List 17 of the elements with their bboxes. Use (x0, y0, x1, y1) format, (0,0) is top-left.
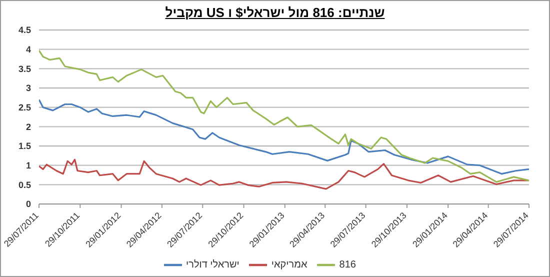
y-tick-label: 1 (26, 160, 31, 171)
y-tick-label: 3 (26, 83, 31, 94)
y-tick-label: 3.5 (18, 64, 31, 74)
y-tick-label: 2 (26, 122, 31, 132)
legend-label: אמריקאי (271, 260, 308, 271)
chart-title: שנתיים: 816 מול ישראלי$ ו US מקביל (164, 4, 386, 22)
legend-label: ישראלי דולרי (186, 260, 240, 271)
y-tick-label: 4 (26, 44, 31, 55)
y-tick-label: 0 (26, 199, 31, 210)
line-series (39, 158, 529, 190)
y-tick-label: 4.5 (18, 25, 31, 36)
y-tick-label: 1.5 (18, 141, 31, 152)
y-tick-label: 2.5 (18, 102, 31, 113)
line-series (39, 50, 529, 183)
legend-label: 816 (339, 260, 356, 271)
line-series (39, 98, 529, 175)
y-tick-label: 0.5 (18, 180, 31, 190)
